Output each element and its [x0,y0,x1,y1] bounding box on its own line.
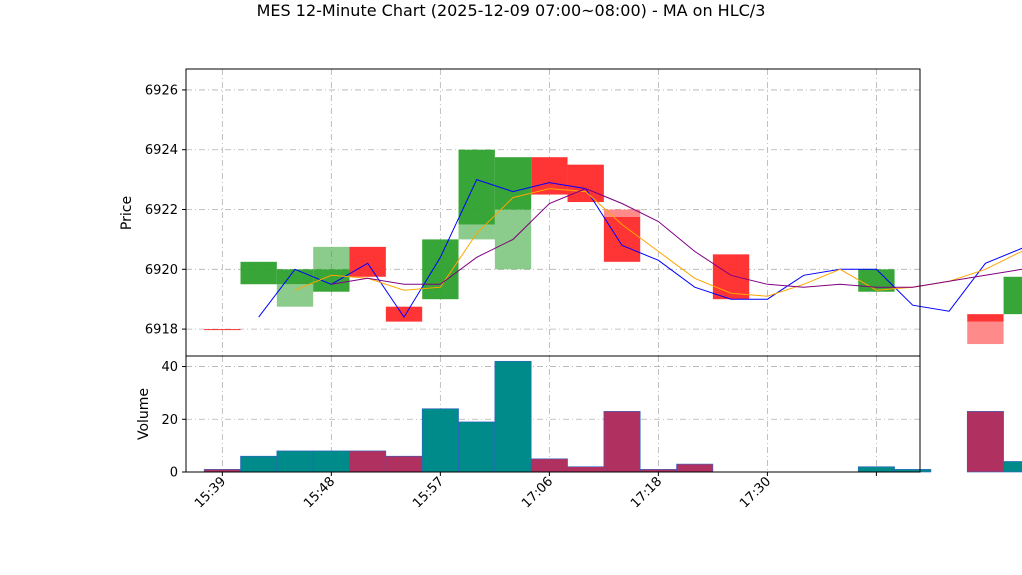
candle-body [276,269,314,285]
price-y-tick-label: 6926 [145,83,178,98]
volume-bars [203,360,1022,473]
candle-body [567,164,604,203]
x-tick-label: 15:39 [192,474,229,511]
moving-average-lines [258,178,1022,319]
price-candle [858,269,895,292]
candle-lower-wick [458,224,495,240]
volume-bar [349,450,387,473]
candle-body [204,329,241,331]
price-candle [1003,276,1022,315]
candle-body [494,157,532,210]
price-candle [349,246,386,277]
price-y-tick-label: 6918 [145,323,178,338]
volume-bar [530,458,568,473]
volume-bar [603,411,641,473]
volume-bar [494,360,532,473]
candle-lower-wick [967,321,1004,345]
volume-y-tick-label: 20 [161,413,178,428]
candle-body [349,246,386,277]
x-tick-label: 17:18 [628,474,665,511]
ma-line [331,188,1022,288]
candle-body [385,306,423,322]
volume-bar [567,466,605,473]
volume-axis-label: Volume [136,388,152,440]
x-tick-label: 15:48 [301,474,338,511]
chart-title: MES 12-Minute Chart (2025-12-09 07:00~08… [257,1,766,20]
x-axis-ticks: 15:39 15:48 15:57 17:06 17:18 17:30 [192,472,877,511]
candle-lower-wick [276,284,314,307]
price-candle [967,314,1004,345]
volume-bar [676,463,714,473]
price-y-tick-label: 6920 [145,263,178,278]
price-y-tick-label: 6922 [145,203,178,218]
candle-body [858,269,895,292]
ma-line [294,188,1022,297]
price-plot-area [186,69,920,356]
candle-body [603,216,641,262]
price-axis-label: Price [119,196,135,230]
price-panel: 6918 6920 6922 6924 6926 Price [119,68,1022,357]
ma-line [258,178,1022,319]
volume-bar [1003,461,1022,473]
price-candle [240,261,277,285]
volume-y-tick-label: 40 [161,360,178,375]
price-candle [603,209,641,262]
volume-panel: 0 20 40 Volume [136,355,1022,481]
candle-body [313,269,350,292]
x-tick-label: 17:30 [737,474,774,511]
x-tick-label: 15:57 [410,474,447,511]
volume-y-ticks: 0 20 40 [161,360,186,481]
candle-body [1003,276,1022,315]
candle-body [240,261,277,285]
volume-bar [240,455,278,473]
volume-bar [458,421,496,473]
candle-upper-wick [603,209,641,217]
price-candle [204,329,241,331]
price-grid [186,69,920,356]
volume-axes-frame [185,355,921,473]
candle-body [712,254,750,300]
volume-bar [312,450,350,473]
volume-bar [421,408,459,473]
price-candle [567,164,604,203]
price-candle [385,306,423,322]
volume-bar [276,450,314,473]
volume-bar [966,411,1004,473]
volume-bar [385,455,423,473]
candle-upper-wick [313,246,350,270]
price-candle [494,157,532,270]
volume-y-tick-label: 0 [170,466,178,481]
price-y-ticks: 6918 6920 6922 6924 6926 [145,83,186,338]
volume-bar [857,466,895,473]
price-candle [712,254,750,300]
price-candle [458,149,495,240]
price-y-tick-label: 6924 [145,143,178,158]
price-candle [313,246,350,292]
x-tick-label: 17:06 [519,474,556,511]
candle-body [458,149,495,225]
candle-body [967,314,1004,322]
